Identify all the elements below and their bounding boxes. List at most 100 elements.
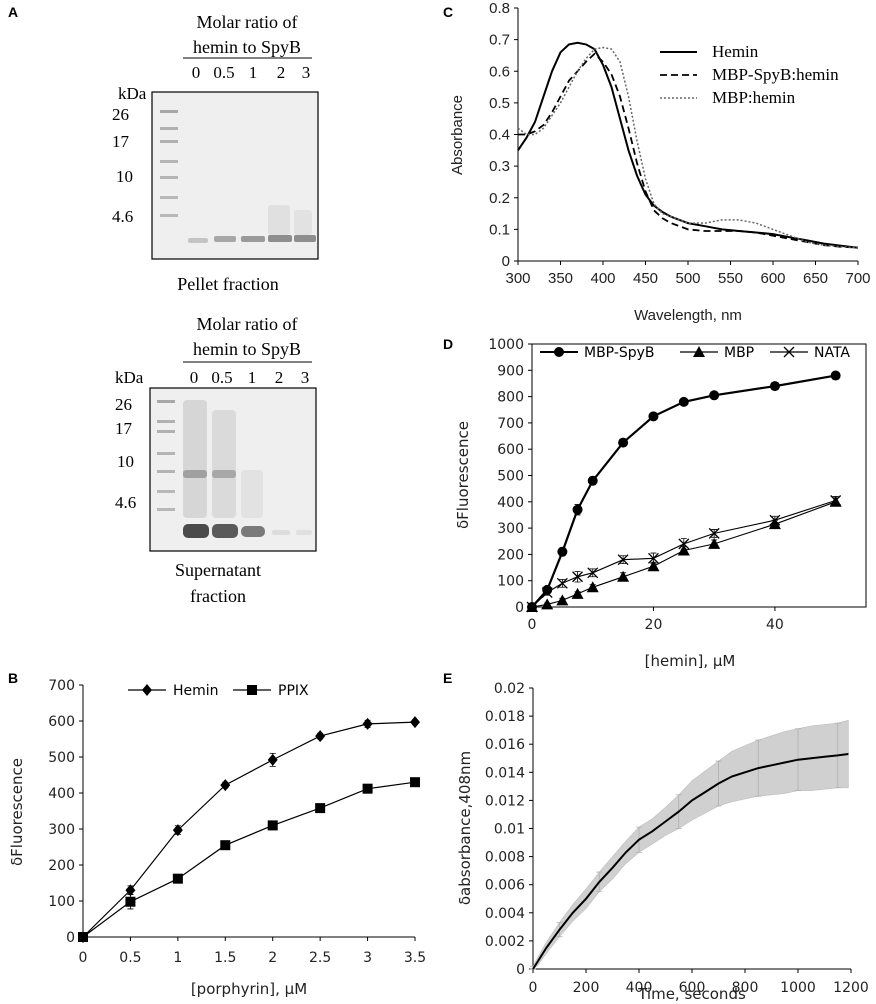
gel-supernatant-bands (183, 400, 312, 538)
data-point (708, 527, 720, 539)
y-tick-label: 0.004 (485, 906, 525, 922)
data-point (647, 552, 659, 564)
y-tick-label: 0.014 (485, 765, 525, 781)
series-line (82, 721, 416, 938)
plot-frame (531, 343, 867, 608)
y-tick-label: 0.6 (489, 63, 510, 80)
y-tick-label: 300 (48, 822, 75, 838)
data-point (587, 567, 599, 579)
gel-pellet-marker: 10 (116, 167, 133, 186)
gel-pellet-title-line1: Molar ratio of (197, 12, 298, 32)
data-point (172, 824, 183, 837)
gel-pellet-lane-label: 3 (302, 63, 311, 82)
x-tick-label: 0.5 (119, 950, 141, 966)
gel-supernatant-kda-label: kDa (115, 368, 144, 387)
data-point (769, 381, 780, 392)
gel-supernatant-marker: 26 (115, 395, 132, 414)
y-tick-label: 1000 (488, 337, 524, 353)
legend-label: PPIX (278, 683, 309, 699)
gel-pellet-marker: 17 (112, 132, 130, 151)
legend-label: MBP (724, 345, 754, 361)
legend-marker (783, 346, 795, 358)
gel-pellet-title-line2: hemin to SpyB (193, 37, 301, 57)
panel-letter: C (443, 4, 453, 20)
data-point (618, 437, 629, 448)
x-tick-label: 0 (529, 980, 538, 996)
x-tick-label: 0 (79, 950, 88, 966)
panel-d-chart: D0 20 4001002003004005006007008009001000[h… (443, 336, 867, 670)
x-tick-label: 550 (718, 270, 743, 287)
gel-pellet-bands (188, 205, 316, 243)
data-point (617, 554, 629, 566)
x-tick-label: 1200 (833, 980, 869, 996)
gel-supernatant-caption-line1: Supernatant (175, 560, 261, 580)
y-tick-label: 0.016 (485, 737, 525, 753)
x-tick-label: 0 (528, 617, 537, 633)
data-point (678, 396, 689, 407)
gel-supernatant-lane-label: 3 (301, 368, 310, 387)
y-tick-label: 0.02 (494, 681, 525, 697)
x-axis-label: [porphyrin], µM (191, 980, 307, 998)
y-tick-label: 800 (497, 390, 524, 406)
y-tick-label: 100 (497, 574, 524, 590)
y-tick-label: 500 (497, 469, 524, 485)
y-tick-label: 0.3 (489, 158, 510, 175)
x-tick-label: 500 (675, 270, 700, 287)
data-point (362, 783, 373, 794)
legend-label: MBP-SpyB:hemin (712, 65, 839, 84)
gel-pellet-lane-label: 1 (249, 63, 258, 82)
panel-letter: D (443, 336, 453, 352)
data-point (267, 820, 278, 831)
data-point (125, 896, 136, 907)
panel-letter: E (443, 670, 452, 686)
x-tick-label: 3 (363, 950, 372, 966)
y-tick-label: 0 (516, 962, 525, 978)
legend-label: NATA (814, 345, 850, 361)
data-point (220, 840, 231, 851)
data-point (541, 598, 554, 610)
gel-supernatant-lane-label: 0 (190, 368, 199, 387)
y-axis-label: δFluorescence (8, 758, 26, 866)
y-tick-label: 0.01 (494, 822, 525, 838)
x-tick-label: 350 (548, 270, 573, 287)
data-point (677, 544, 690, 556)
gel-pellet-ladder (160, 110, 178, 217)
gel-supernatant-title-line1: Molar ratio of (197, 314, 298, 334)
data-point (556, 577, 568, 589)
data-point (617, 570, 630, 582)
panel-a: A Molar ratio of hemin to SpyB 0 0.5 1 2… (8, 4, 319, 606)
data-point (709, 390, 720, 401)
data-point (220, 779, 231, 792)
x-tick-label: 400 (590, 270, 615, 287)
data-point (267, 753, 278, 766)
gel-pellet-lane-label: 0.5 (213, 63, 234, 82)
x-tick-label: 1.5 (214, 950, 236, 966)
gel-supernatant-marker: 4.6 (115, 493, 136, 512)
data-point (648, 411, 659, 422)
data-point (410, 716, 420, 729)
y-tick-label: 500 (48, 750, 75, 766)
data-point (315, 803, 326, 814)
y-tick-label: 0.2 (489, 190, 510, 207)
y-tick-label: 200 (48, 858, 75, 874)
data-point (541, 587, 553, 598)
gel-supernatant-marker: 17 (115, 419, 133, 438)
x-axis-label: Wavelength, nm (634, 307, 742, 324)
x-tick-label: 700 (845, 270, 870, 287)
data-point (125, 884, 136, 897)
x-tick-label: 20 (645, 617, 663, 633)
legend-label: MBP-SpyB (584, 345, 655, 361)
legend-label: Hemin (173, 683, 219, 699)
legend-label: MBP:hemin (712, 88, 796, 107)
gel-pellet-frame (151, 91, 319, 260)
series-line (517, 41, 859, 249)
y-tick-label: 300 (497, 521, 524, 537)
y-axis-label: δabsorbance,408nm (456, 751, 474, 905)
gel-supernatant-lane-label: 1 (248, 368, 257, 387)
gel-supernatant-lane-label: 2 (275, 368, 284, 387)
data-point (678, 538, 690, 550)
y-tick-label: 0.4 (489, 127, 510, 144)
y-tick-label: 400 (497, 495, 524, 511)
y-tick-label: 0.006 (485, 878, 525, 894)
data-point (557, 546, 568, 557)
